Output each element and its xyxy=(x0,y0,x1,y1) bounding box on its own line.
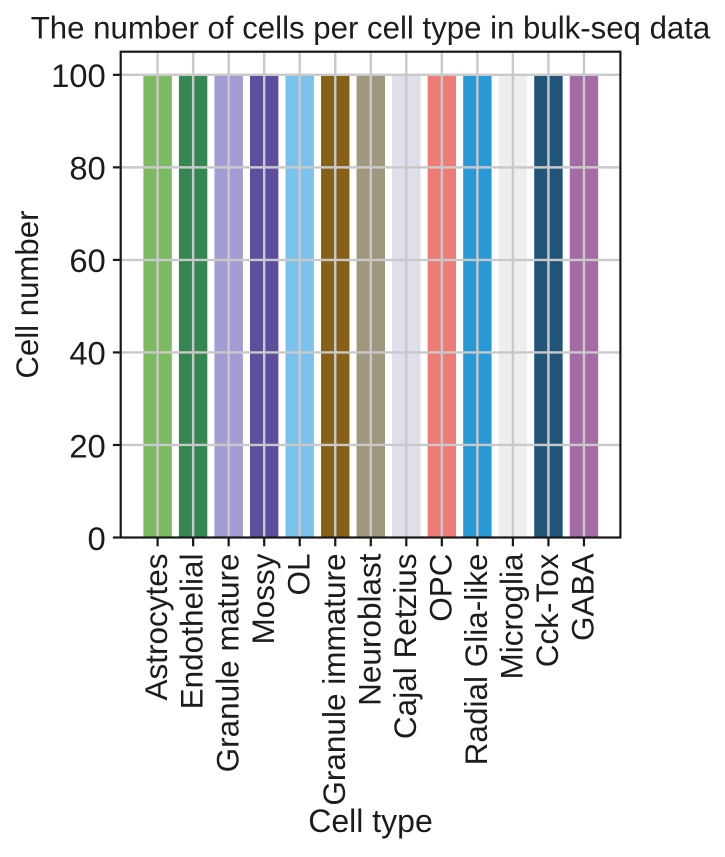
svg-text:GABA: GABA xyxy=(565,554,601,642)
svg-text:Microglia: Microglia xyxy=(494,553,530,680)
svg-text:Endothelial: Endothelial xyxy=(174,554,210,710)
svg-text:100: 100 xyxy=(51,57,106,94)
svg-text:Cell type: Cell type xyxy=(308,803,433,839)
svg-text:Mossy: Mossy xyxy=(245,553,281,644)
svg-text:60: 60 xyxy=(69,242,105,279)
svg-text:Astrocytes: Astrocytes xyxy=(138,554,174,701)
svg-text:Neuroblast: Neuroblast xyxy=(351,553,387,706)
svg-text:OPC: OPC xyxy=(422,554,458,622)
svg-text:80: 80 xyxy=(69,150,105,187)
svg-text:Cell number: Cell number xyxy=(10,211,45,379)
svg-text:Granule immature: Granule immature xyxy=(316,554,352,806)
svg-text:The number of cells per cell t: The number of cells per cell type in bul… xyxy=(31,10,711,45)
svg-text:Granule mature: Granule mature xyxy=(209,554,245,773)
svg-text:0: 0 xyxy=(88,520,106,557)
svg-text:20: 20 xyxy=(69,427,105,464)
svg-text:Cajal Retzius: Cajal Retzius xyxy=(387,554,423,740)
svg-text:OL: OL xyxy=(280,554,316,596)
svg-text:Cck-Tox: Cck-Tox xyxy=(529,553,565,667)
svg-text:Radial Glia-like: Radial Glia-like xyxy=(458,554,494,766)
svg-text:40: 40 xyxy=(69,335,105,372)
